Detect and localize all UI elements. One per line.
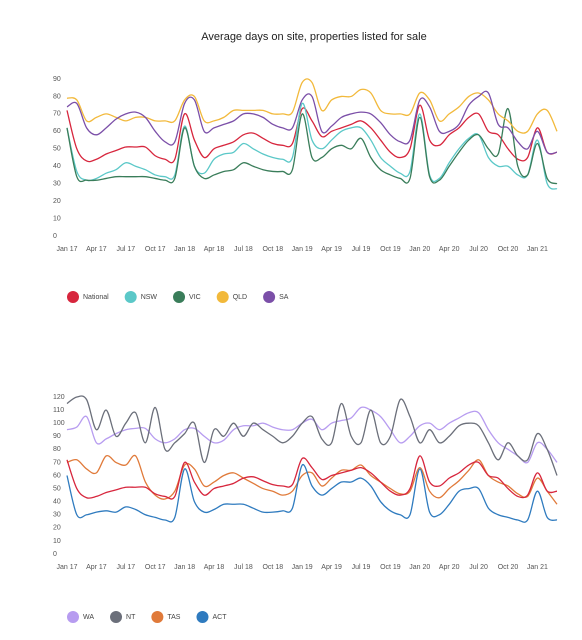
series-line (66, 102, 558, 190)
y-tick-label: 10 (53, 538, 61, 545)
legend-label: ACT (212, 614, 227, 621)
x-tick-label: Apr 18 (204, 246, 225, 253)
x-tick-label: Oct 18 (262, 564, 283, 571)
y-tick-label: 70 (53, 459, 61, 466)
series-line (66, 90, 558, 155)
y-tick-label: 10 (53, 215, 61, 222)
x-tick-label: Jul 17 (116, 564, 135, 571)
x-tick-label: Jan 20 (409, 564, 430, 571)
x-tick-label: Oct 17 (145, 564, 166, 571)
y-tick-label: 90 (53, 433, 61, 440)
y-tick-label: 0 (53, 551, 57, 558)
x-tick-label: Jul 19 (352, 246, 371, 253)
series-line (66, 108, 558, 185)
series-line (66, 395, 558, 476)
y-tick-label: 100 (53, 420, 65, 427)
legend-label: SA (279, 294, 289, 301)
legend-swatch (196, 611, 209, 623)
y-tick-label: 20 (53, 198, 61, 205)
x-tick-label: Oct 20 (498, 564, 519, 571)
y-tick-label: 30 (53, 181, 61, 188)
x-tick-label: Oct 19 (380, 246, 401, 253)
x-tick-label: Jul 20 (469, 564, 488, 571)
series-line (66, 464, 558, 523)
legend-swatch (67, 291, 79, 303)
x-tick-label: Jan 19 (292, 564, 313, 571)
y-tick-label: 120 (53, 394, 65, 401)
y-tick-label: 90 (53, 76, 61, 83)
legend-swatch (173, 291, 186, 303)
legend-swatch (216, 291, 229, 303)
series-line (66, 454, 558, 505)
series-line (66, 406, 558, 464)
legend-label: NT (126, 614, 136, 621)
series-line (66, 78, 558, 134)
legend-label: National (83, 294, 109, 301)
x-tick-label: Oct 17 (145, 246, 166, 253)
legend-swatch (110, 611, 123, 623)
y-tick-label: 60 (53, 128, 61, 135)
x-tick-label: Apr 18 (204, 564, 225, 571)
y-tick-label: 40 (53, 499, 61, 506)
legend-label: VIC (189, 294, 201, 301)
legend-swatch (263, 291, 276, 303)
x-tick-label: Jan 18 (174, 564, 195, 571)
legend-label: QLD (233, 294, 247, 301)
x-tick-label: Oct 19 (380, 564, 401, 571)
y-tick-label: 80 (53, 93, 61, 100)
x-tick-label: Apr 17 (86, 564, 107, 571)
legend-swatch (151, 611, 164, 623)
y-tick-label: 30 (53, 512, 61, 519)
series-line (66, 455, 558, 500)
x-tick-label: Apr 19 (321, 564, 342, 571)
x-tick-label: Jan 21 (527, 246, 548, 253)
x-tick-label: Oct 18 (262, 246, 283, 253)
x-tick-label: Jan 21 (527, 564, 548, 571)
legend-swatch (124, 291, 137, 303)
y-tick-label: 80 (53, 446, 61, 453)
y-tick-label: 0 (53, 233, 57, 240)
x-tick-label: Jan 20 (409, 246, 430, 253)
x-tick-label: Jul 17 (116, 246, 135, 253)
y-tick-label: 60 (53, 472, 61, 479)
y-tick-label: 40 (53, 163, 61, 170)
x-tick-label: Apr 17 (86, 246, 107, 253)
x-tick-label: Apr 19 (321, 246, 342, 253)
series-line (66, 104, 558, 164)
x-tick-label: Jan 17 (56, 564, 77, 571)
y-tick-label: 110 (53, 407, 64, 414)
legend-swatch (67, 611, 79, 623)
legend-label: NSW (141, 294, 158, 301)
x-tick-label: Jul 18 (234, 564, 253, 571)
y-tick-label: 50 (53, 146, 61, 153)
x-tick-label: Jul 19 (352, 564, 371, 571)
y-tick-label: 70 (53, 111, 61, 118)
x-tick-label: Jul 18 (234, 246, 253, 253)
x-tick-label: Apr 20 (439, 246, 460, 253)
legend-label: TAS (167, 614, 180, 621)
y-tick-label: 50 (53, 485, 61, 492)
legend-label: WA (83, 614, 94, 621)
x-tick-label: Oct 20 (498, 246, 519, 253)
x-tick-label: Jan 17 (56, 246, 77, 253)
chart-title: Average days on site, properties listed … (201, 31, 426, 43)
x-tick-label: Apr 20 (439, 564, 460, 571)
x-tick-label: Jan 18 (174, 246, 195, 253)
y-tick-label: 20 (53, 525, 61, 532)
x-tick-label: Jul 20 (469, 246, 488, 253)
x-tick-label: Jan 19 (292, 246, 313, 253)
